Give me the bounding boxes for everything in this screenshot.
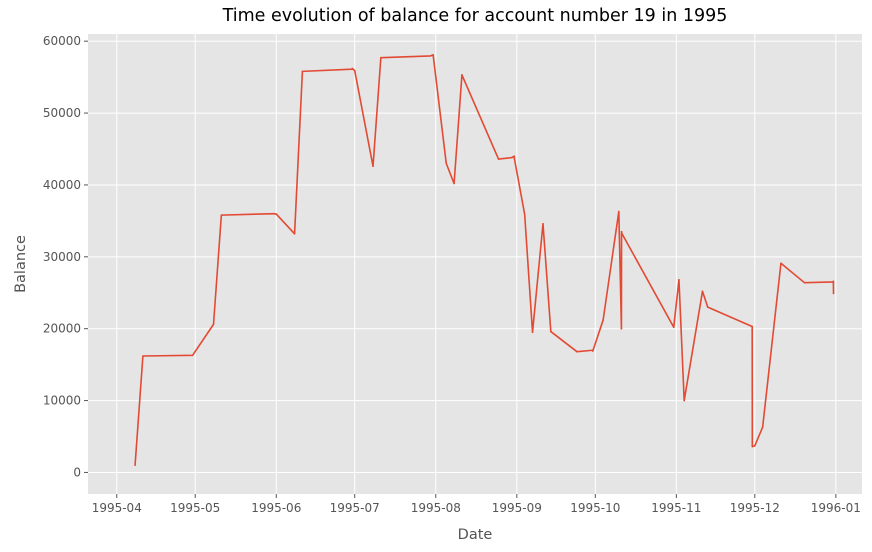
data-point [453, 182, 455, 185]
data-point [706, 306, 709, 308]
data-point [432, 54, 434, 56]
x-tick-label: 1995-11 [651, 501, 701, 515]
data-point [293, 233, 296, 235]
data-point [803, 281, 806, 284]
data-point [753, 445, 756, 447]
grid-lines [88, 34, 862, 494]
data-point [701, 290, 704, 293]
data-point [550, 330, 552, 333]
data-point [272, 212, 275, 215]
data-point [497, 158, 500, 160]
data-point [620, 232, 623, 234]
data-point [513, 155, 516, 157]
data-point [429, 55, 432, 57]
y-tick-label: 20000 [43, 322, 81, 336]
y-tick-label: 50000 [43, 106, 81, 120]
x-tick-label: 1995-06 [251, 501, 301, 515]
data-point [353, 69, 356, 72]
data-point [445, 162, 448, 165]
data-point [542, 222, 544, 225]
tick-labels: 0 10000 20000 30000 40000 50000 60000 1995-04 19… [43, 34, 861, 515]
data-point [372, 165, 374, 168]
data-point [592, 350, 594, 352]
x-tick-label: 1995-10 [570, 501, 620, 515]
y-tick-label: 0 [73, 465, 81, 479]
data-point [220, 214, 223, 216]
x-tick-label: 1996-01 [811, 501, 861, 515]
data-point [523, 213, 526, 216]
y-tick-label: 60000 [43, 34, 81, 48]
data-point [275, 213, 278, 215]
x-tick-label: 1995-08 [411, 501, 461, 515]
data-point [620, 230, 623, 233]
data-point [751, 445, 754, 448]
y-tick-label: 40000 [43, 178, 81, 192]
data-point [832, 292, 835, 295]
data-point [602, 319, 604, 321]
series-line [134, 54, 835, 466]
data-point [751, 325, 753, 328]
data-point [761, 426, 764, 428]
y-tick-label: 10000 [43, 394, 81, 408]
y-tick-label: 30000 [43, 250, 81, 264]
data-point [432, 55, 435, 58]
x-tick-label: 1995-12 [730, 501, 780, 515]
data-point [191, 354, 194, 357]
data-point [678, 279, 680, 281]
data-point [576, 350, 578, 353]
data-point [510, 156, 513, 159]
data-point [513, 157, 516, 160]
data-point [380, 56, 382, 59]
x-tick-label: 1995-05 [170, 501, 220, 515]
data-point [620, 327, 623, 330]
plot-area [88, 34, 862, 494]
data-point [683, 399, 685, 402]
x-tick-label: 1995-04 [92, 501, 142, 515]
data-point [672, 326, 675, 329]
data-layer [134, 54, 835, 467]
x-tick-label: 1995-09 [492, 501, 542, 515]
data-point [618, 210, 620, 213]
data-point [212, 323, 215, 326]
data-point [301, 70, 304, 73]
x-axis-label: Date [458, 527, 493, 543]
data-point [134, 464, 136, 467]
data-point [351, 67, 354, 70]
data-point [531, 331, 534, 334]
y-axis-label: Balance [13, 235, 29, 293]
data-point [461, 74, 463, 76]
chart-title: Time evolution of balance for account nu… [222, 6, 728, 26]
data-point [142, 355, 144, 357]
data-point [832, 280, 835, 283]
x-tick-label: 1995-07 [330, 501, 380, 515]
data-point [780, 262, 782, 265]
